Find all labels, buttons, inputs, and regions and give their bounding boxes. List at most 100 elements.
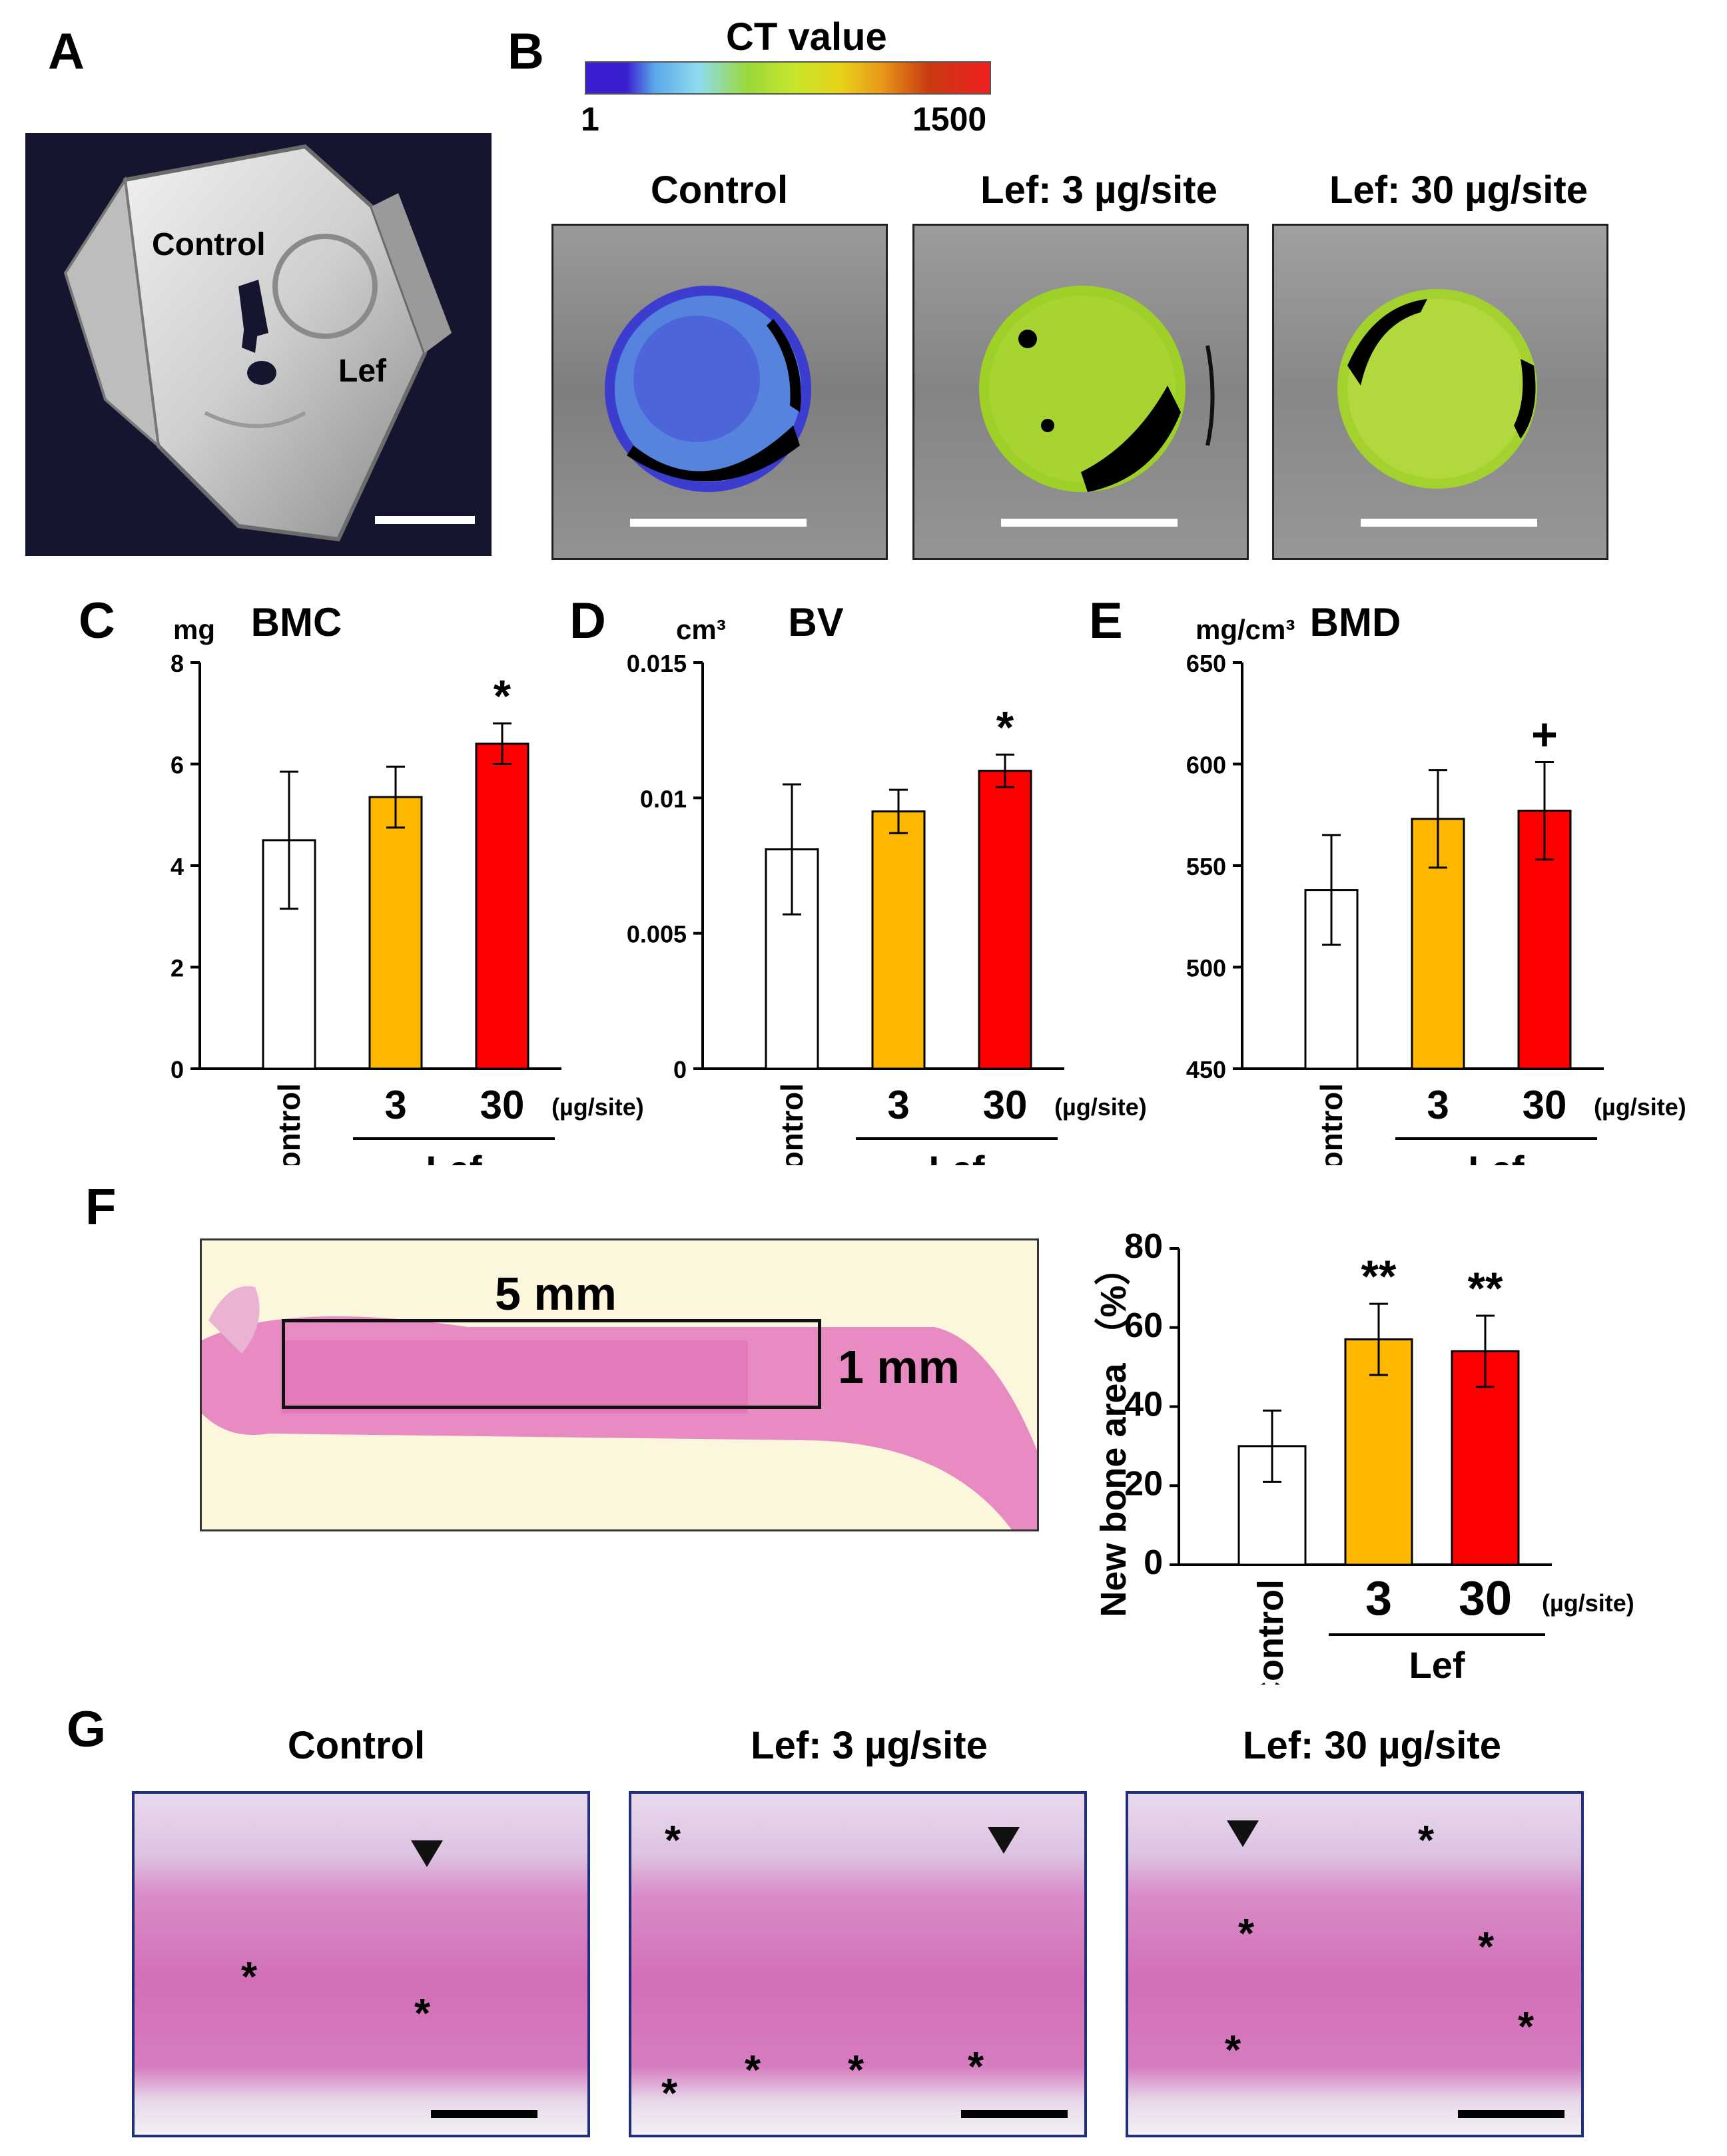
y-tick-label: 500 [1186,955,1226,982]
histology-overview-graphic [202,1286,1037,1529]
scale-bar [1361,519,1537,527]
x-category-label: Control [1314,1083,1349,1165]
ct-slice-lef30 [1272,224,1608,560]
scale-bar [961,2110,1068,2118]
ct-slice-lef30-graphic [1337,289,1537,489]
chart-bmc: BMC mg 0 2 4 6 8 Control 3 * 30 (µg/site) Lef [171,600,644,1165]
significance-mark: + [1531,709,1558,760]
colorbar-min-label: 1 [581,101,599,138]
arrowhead-marker [411,1840,443,1867]
chart-title: BMC [251,600,342,645]
ct-slice-lef3-graphic [979,286,1215,492]
x-category-label: Control [775,1083,809,1165]
chart-bv: BV cm³ 0 0.005 0.01 0.015 Control 3 * 30 (µg/site)… [627,600,1147,1165]
scale-bar [630,519,807,527]
histology-control: * * [132,1791,590,2137]
significance-mark: ** [1468,1263,1503,1314]
colorbar-max-label: 1500 [912,101,987,138]
y-tick-label: 450 [1186,1056,1226,1083]
group-label: Lef [1409,1644,1465,1685]
unit-label: (µg/site) [1594,1093,1686,1121]
y-tick-label: 2 [171,955,184,982]
x-category-label: Control [272,1083,306,1165]
y-tick-label: 40 [1124,1386,1163,1424]
x-category-label: 30 [480,1083,525,1127]
y-tick-label: 6 [171,752,184,779]
colorbar [585,61,991,95]
histo-title-lef30: Lef: 30 µg/site [1243,1724,1501,1767]
significance-mark: * [996,702,1014,752]
group-label: Lef [929,1148,985,1165]
x-category-label: 30 [983,1083,1028,1127]
asterisk-marker: * [661,2071,678,2117]
y-tick-label: 550 [1186,853,1226,880]
y-tick-label: 0 [673,1056,687,1083]
asterisk-marker: * [848,2047,864,2093]
histo-title-control: Control [287,1724,426,1767]
x-category-label: 3 [1427,1083,1449,1127]
significance-mark: * [494,671,512,722]
significance-mark: ** [1361,1251,1397,1302]
y-tick-label: 600 [1186,752,1226,779]
x-category-label: 3 [1365,1572,1392,1625]
panel-label-c: C [79,593,115,649]
y-axis-unit: mg [173,614,215,645]
asterisk-marker: * [1418,1818,1435,1864]
asterisk-marker: * [241,1954,258,2000]
asterisk-marker: * [1225,2027,1241,2073]
bar-3 [871,810,926,1070]
bar-3 [1344,1338,1413,1566]
panel-label-g: G [67,1701,107,1758]
x-category-label: 30 [1459,1572,1512,1625]
ct-slice-control [551,224,888,560]
scale-bar [375,516,475,524]
x-category-label: Control [1251,1579,1291,1685]
chart-new-bone-area: New bone area （%） 0 20 40 60 80 Control ** 3 ** 30… [1094,1227,1634,1685]
panel-label-a: A [48,23,85,80]
panel-label-e: E [1089,593,1123,649]
y-tick-label: 0 [1144,1543,1163,1582]
roi-height-label: 1 mm [838,1341,960,1393]
chart-title: BMD [1310,600,1401,645]
scale-bar [431,2110,537,2118]
chart-title: BV [788,600,843,645]
y-tick-label: 4 [171,853,184,880]
ct-title-control: Control [650,168,789,212]
unit-label: (µg/site) [1542,1589,1634,1617]
histology-overview: 5 mm 1 mm [200,1238,1039,1531]
unit-label: (µg/site) [1054,1093,1147,1121]
chart-bmd: BMD mg/cm³ 450 500 550 600 650 Control 3 +30 (µg/s… [1186,600,1686,1165]
y-tick-label: 8 [171,650,184,677]
label-lef: Lef [338,354,386,389]
roi-width-label: 5 mm [495,1268,617,1320]
asterisk-marker: * [968,2044,984,2090]
ct-title-lef30: Lef: 30 µg/site [1329,168,1588,212]
bar-30 [475,742,529,1070]
y-tick-label: 80 [1124,1227,1163,1266]
group-label: Lef [426,1148,482,1165]
y-axis-unit: mg/cm³ [1196,614,1295,645]
scale-bar [1458,2110,1564,2118]
bar-3 [368,796,423,1070]
scale-bar [1001,519,1178,527]
y-tick-label: 20 [1124,1464,1163,1503]
bone-render-graphic [63,144,452,542]
roi-rectangle [282,1319,821,1409]
asterisk-marker: * [745,2047,761,2093]
y-tick-label: 0.005 [627,921,687,948]
bar-30 [978,770,1032,1070]
colorbar-title: CT value [726,15,887,59]
label-control: Control [152,227,266,262]
ct-slice-lef3 [912,224,1249,560]
histo-title-lef3: Lef: 3 µg/site [751,1724,988,1767]
y-tick-label: 60 [1124,1306,1163,1345]
asterisk-marker: * [1478,1924,1495,1970]
histology-lef30: * * * * * [1126,1791,1584,2137]
ct-3d-render: Control Lef [25,133,492,556]
unit-label: (µg/site) [551,1093,644,1121]
y-tick-label: 0.01 [640,785,687,812]
y-tick-label: 0.015 [627,650,687,677]
asterisk-marker: * [1238,1911,1255,1957]
x-category-label: 3 [887,1083,909,1127]
y-tick-label: 650 [1186,650,1226,677]
